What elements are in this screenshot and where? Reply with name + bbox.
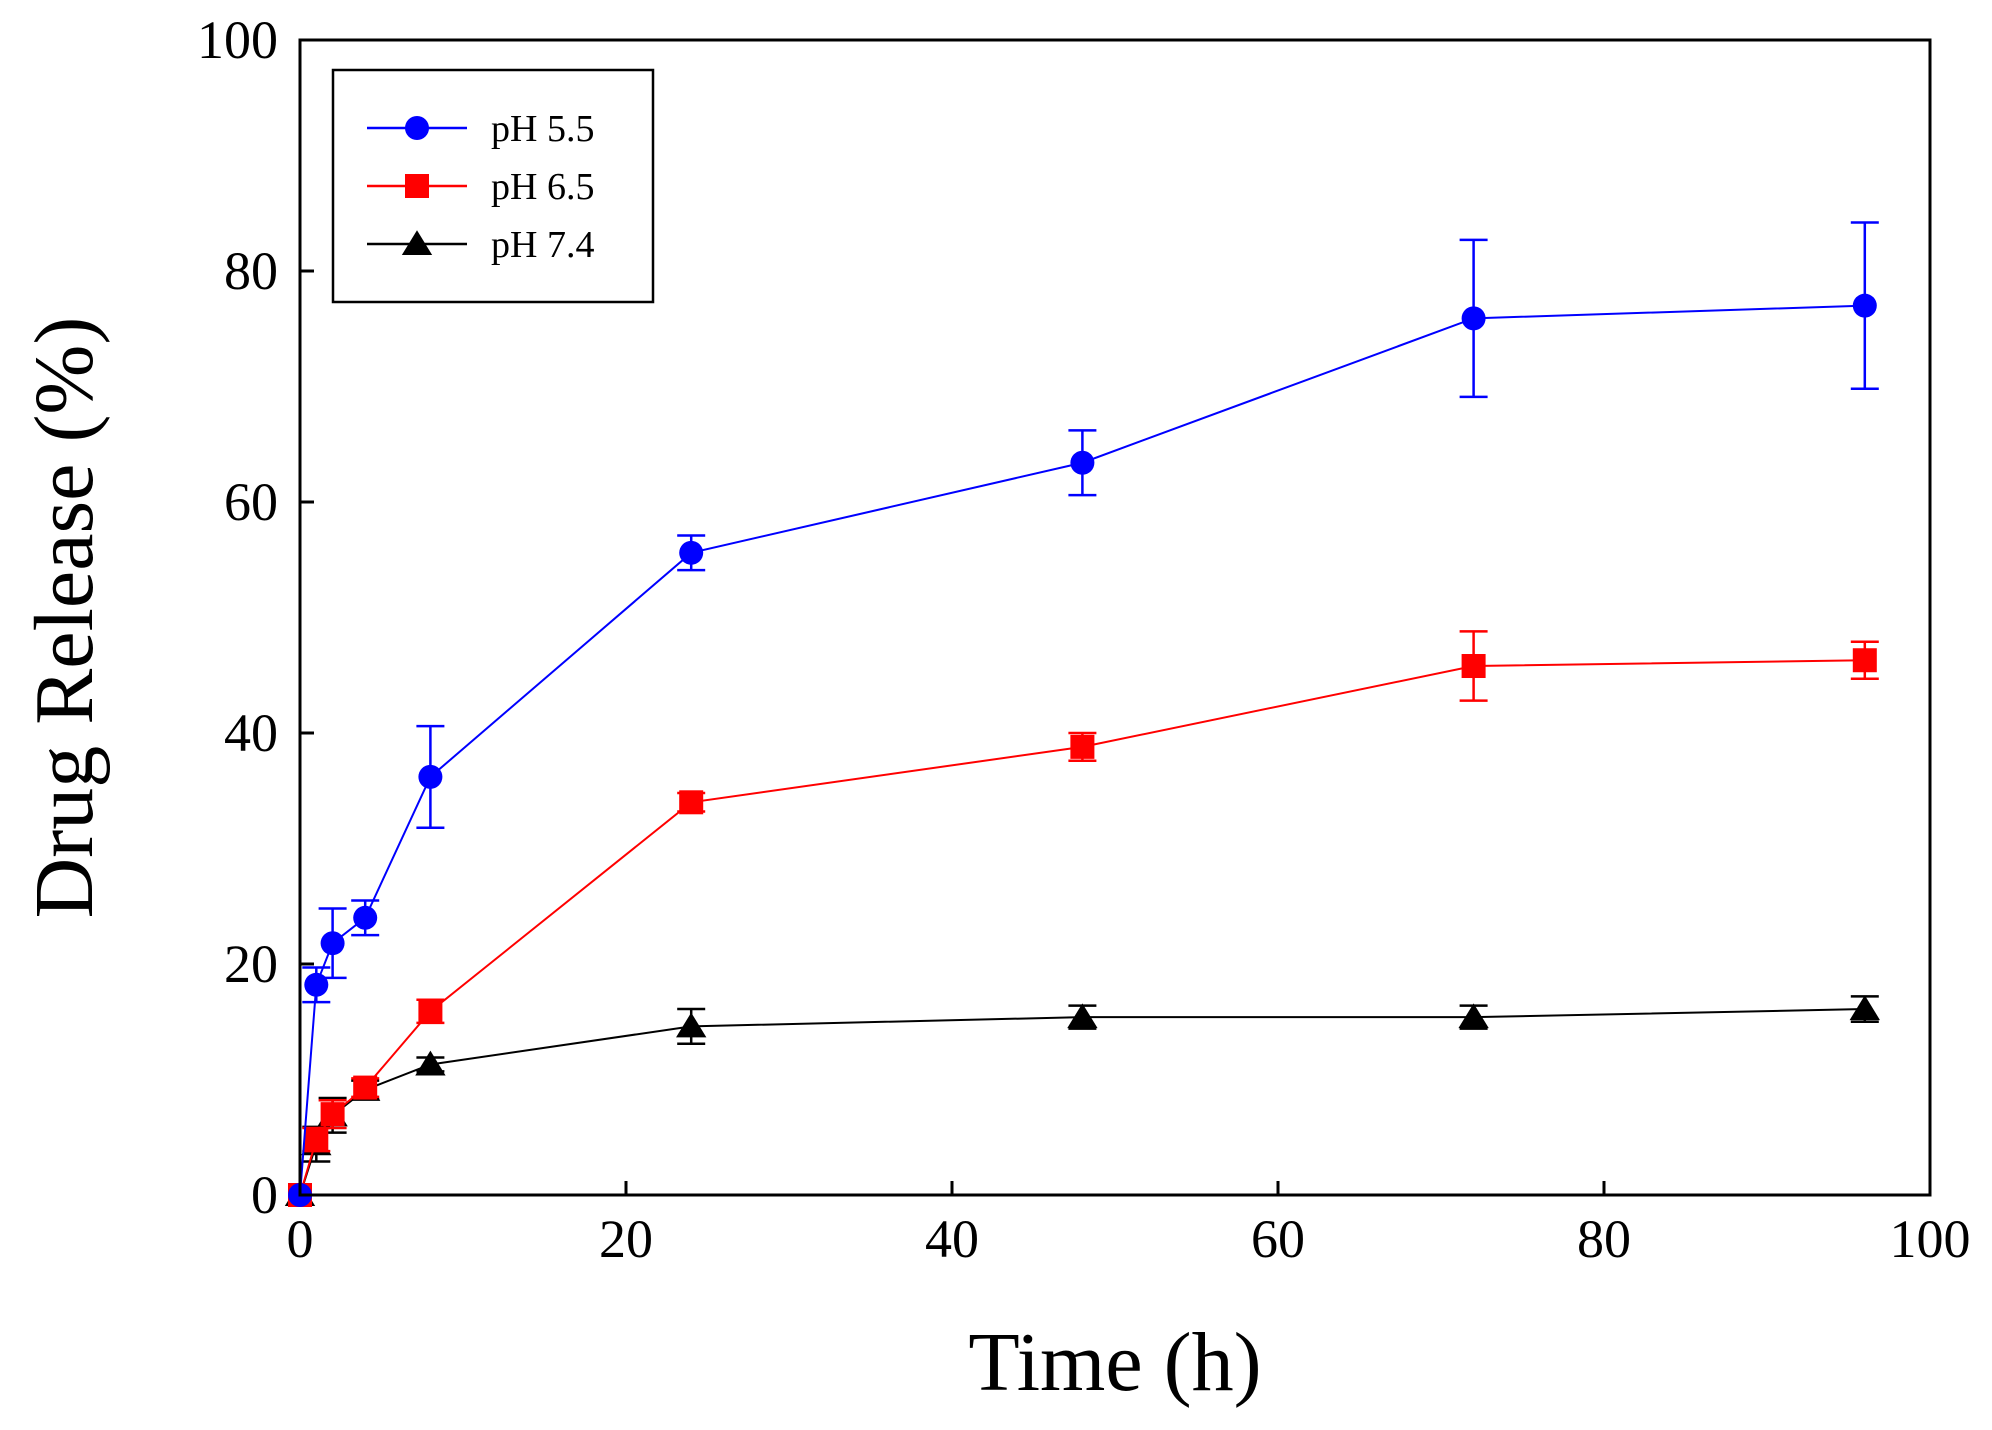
- data-point: [1458, 1003, 1489, 1029]
- data-point: [320, 931, 345, 956]
- legend-label: pH 6.5: [491, 166, 594, 208]
- data-point: [320, 1102, 345, 1127]
- legend-marker: [405, 174, 429, 198]
- data-point: [418, 999, 443, 1024]
- plot-area-frame: [298, 38, 1932, 1197]
- data-point: [1461, 654, 1486, 679]
- data-point: [679, 540, 704, 565]
- legend-label: pH 5.5: [491, 108, 594, 150]
- series-layer: [284, 221, 1880, 1207]
- y-tick-label: 20: [224, 934, 278, 994]
- series-pH-5-5: [288, 221, 1879, 1207]
- data-point: [676, 1012, 707, 1038]
- data-point: [418, 764, 443, 789]
- data-point: [304, 1127, 329, 1152]
- x-tick-label: 0: [287, 1209, 314, 1269]
- legend-marker: [401, 230, 433, 256]
- axes-layer: 0 20 40 60 80 100 0 20 40 60 80 100: [197, 10, 1971, 1269]
- x-tick-label: 80: [1577, 1209, 1631, 1269]
- data-point: [415, 1050, 446, 1076]
- legend: pH 5.5 pH 6.5 pH 7.4: [331, 68, 655, 304]
- legend-item: pH 5.5: [367, 108, 594, 150]
- data-point: [679, 790, 704, 815]
- x-tick-label: 20: [599, 1209, 653, 1269]
- data-point: [1070, 450, 1095, 475]
- y-tick-label: 60: [224, 472, 278, 532]
- y-tick-label: 80: [224, 241, 278, 301]
- data-point: [1852, 293, 1877, 318]
- y-tick-label: 100: [197, 10, 278, 70]
- data-point: [1461, 306, 1486, 331]
- legend-item: pH 6.5: [367, 166, 594, 208]
- data-point: [353, 1075, 378, 1100]
- x-tick-label: 60: [1251, 1209, 1305, 1269]
- x-tick-label: 40: [925, 1209, 979, 1269]
- y-tick-label: 40: [224, 703, 278, 763]
- legend-label: pH 7.4: [491, 224, 594, 266]
- data-point: [304, 972, 329, 997]
- data-point: [1849, 995, 1880, 1021]
- series-pH-6-5: [288, 630, 1879, 1207]
- data-point: [353, 905, 378, 930]
- y-tick-label: 0: [251, 1165, 278, 1225]
- y-axis-title: Drug Release (%): [18, 317, 111, 919]
- data-point: [1070, 734, 1095, 759]
- data-point: [1852, 648, 1877, 673]
- legend-item: pH 7.4: [367, 224, 594, 266]
- legend-marker: [405, 116, 429, 140]
- data-point: [1067, 1003, 1098, 1029]
- x-axis-title: Time (h): [968, 1316, 1261, 1409]
- x-tick-label: 100: [1890, 1209, 1971, 1269]
